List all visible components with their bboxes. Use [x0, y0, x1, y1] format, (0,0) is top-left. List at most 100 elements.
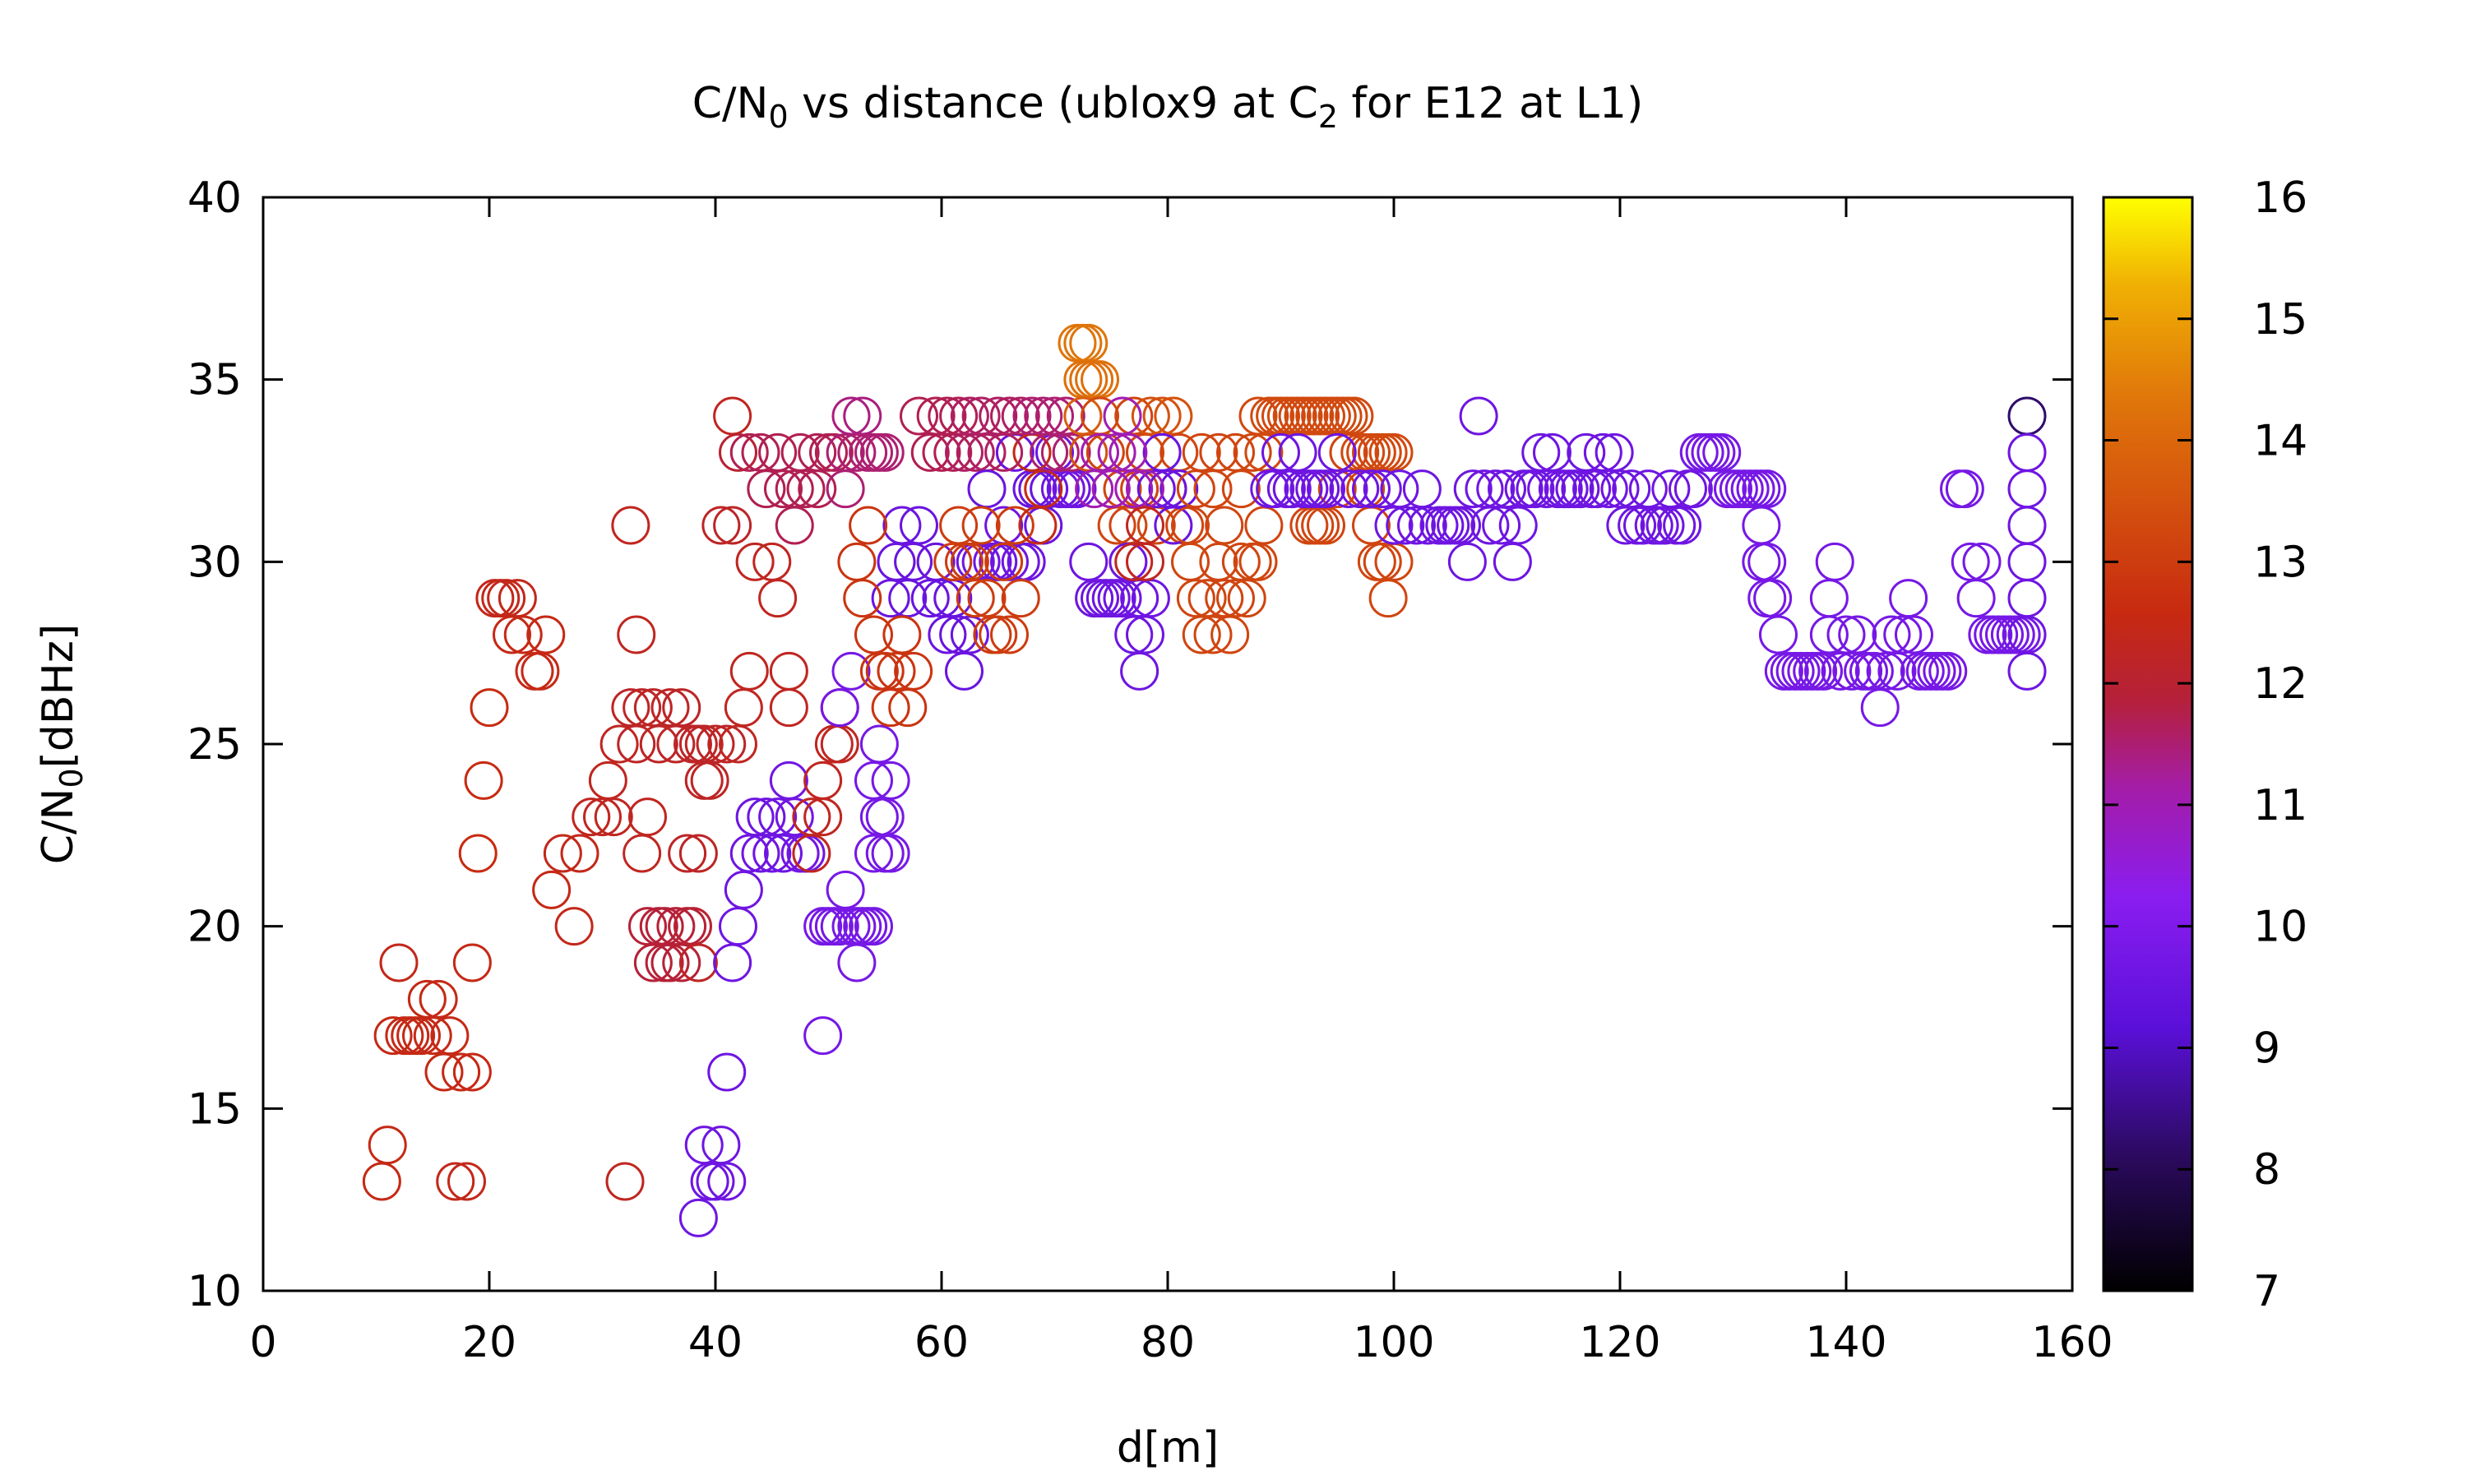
data-point	[724, 870, 763, 909]
data-point	[1307, 469, 1345, 509]
data-point	[1368, 579, 1408, 618]
data-point	[798, 469, 837, 509]
data-point	[1221, 469, 1261, 509]
data-point	[826, 469, 865, 509]
data-point	[452, 943, 492, 982]
data-point	[1889, 579, 1928, 618]
data-point	[939, 506, 979, 545]
colorbar-tick-label: 12	[2253, 659, 2307, 709]
data-point	[803, 797, 843, 837]
colorbar-tick-label: 14	[2253, 417, 2307, 466]
data-point	[1001, 579, 1040, 618]
data-point	[990, 615, 1029, 654]
data-point	[831, 651, 871, 691]
colorbar-tick-label: 11	[2253, 781, 2307, 830]
data-point	[865, 432, 905, 472]
x-tick-label: 0	[249, 1318, 276, 1367]
data-point	[1126, 506, 1164, 545]
data-point	[2007, 506, 2047, 545]
data-point	[707, 1162, 747, 1201]
data-point	[1928, 651, 1968, 691]
data-point	[1199, 432, 1238, 472]
data-point	[854, 907, 893, 946]
data-point	[871, 760, 910, 800]
data-point	[1459, 396, 1498, 436]
x-tick-label: 140	[1805, 1318, 1886, 1367]
data-point	[1114, 469, 1154, 509]
data-point	[967, 469, 1007, 509]
data-point	[990, 396, 1029, 436]
colorbar-tick-label: 16	[2253, 173, 2307, 223]
data-point	[1860, 688, 1900, 728]
data-point	[719, 432, 757, 472]
x-tick-label: 100	[1353, 1318, 1434, 1367]
data-point	[814, 432, 854, 472]
data-point	[379, 943, 419, 982]
data-point	[1052, 432, 1091, 472]
data-point	[724, 688, 763, 728]
data-point	[1809, 579, 1849, 618]
data-point	[1081, 432, 1119, 472]
data-point	[775, 506, 814, 545]
data-point	[758, 579, 798, 618]
data-point	[713, 506, 752, 545]
x-tick-label: 20	[462, 1318, 516, 1367]
data-point	[995, 506, 1034, 545]
data-point	[532, 870, 572, 909]
data-point	[588, 760, 627, 800]
y-tick-label: 35	[187, 356, 242, 405]
colorbar-tick-label: 7	[2253, 1267, 2280, 1316]
colorbar-gradient	[2102, 196, 2194, 1292]
x-tick-label: 80	[1141, 1318, 1195, 1367]
data-point	[764, 469, 803, 509]
data-point	[623, 834, 662, 873]
data-point	[1759, 615, 1798, 654]
data-point	[678, 834, 718, 873]
data-point	[2007, 396, 2047, 436]
data-point	[1120, 651, 1159, 691]
data-point	[792, 797, 831, 837]
data-point	[1386, 506, 1425, 545]
data-point	[713, 396, 752, 436]
data-point	[526, 615, 566, 654]
data-point	[820, 688, 859, 728]
y-axis-label: C/N0[dBHz]	[34, 624, 90, 865]
y-tick-label: 40	[187, 173, 242, 223]
data-point	[452, 1052, 492, 1092]
data-point	[769, 688, 808, 728]
data-point	[572, 797, 611, 837]
plot-border	[262, 196, 2074, 1292]
data-point	[849, 506, 888, 545]
data-point	[1159, 469, 1199, 509]
data-point	[1453, 469, 1493, 509]
y-tick-label: 10	[187, 1267, 242, 1316]
data-point	[729, 651, 769, 691]
data-point	[854, 615, 893, 654]
colorbar-tick-label: 10	[2253, 903, 2307, 952]
data-point	[882, 506, 922, 545]
data-point	[554, 907, 594, 946]
x-tick-label: 120	[1579, 1318, 1660, 1367]
data-point	[837, 542, 877, 581]
data-point	[979, 615, 1018, 654]
data-points	[362, 323, 2047, 1237]
colorbar-tick-label: 9	[2253, 1024, 2280, 1073]
data-point	[611, 506, 650, 545]
data-point	[430, 1016, 470, 1056]
data-point	[368, 1126, 407, 1165]
data-point	[594, 797, 633, 837]
data-point	[1363, 469, 1402, 509]
data-point	[458, 834, 498, 873]
data-point	[560, 834, 599, 873]
data-point	[882, 615, 922, 654]
data-point	[373, 1016, 413, 1056]
y-tick-label: 20	[187, 903, 242, 952]
data-point	[447, 1162, 486, 1201]
data-point	[419, 979, 458, 1019]
data-point	[1493, 542, 1532, 581]
data-point	[1001, 396, 1040, 436]
data-point	[769, 651, 808, 691]
data-point	[1742, 506, 1781, 545]
y-axis: 10 15 20 25 30 35 40	[187, 173, 2072, 1316]
